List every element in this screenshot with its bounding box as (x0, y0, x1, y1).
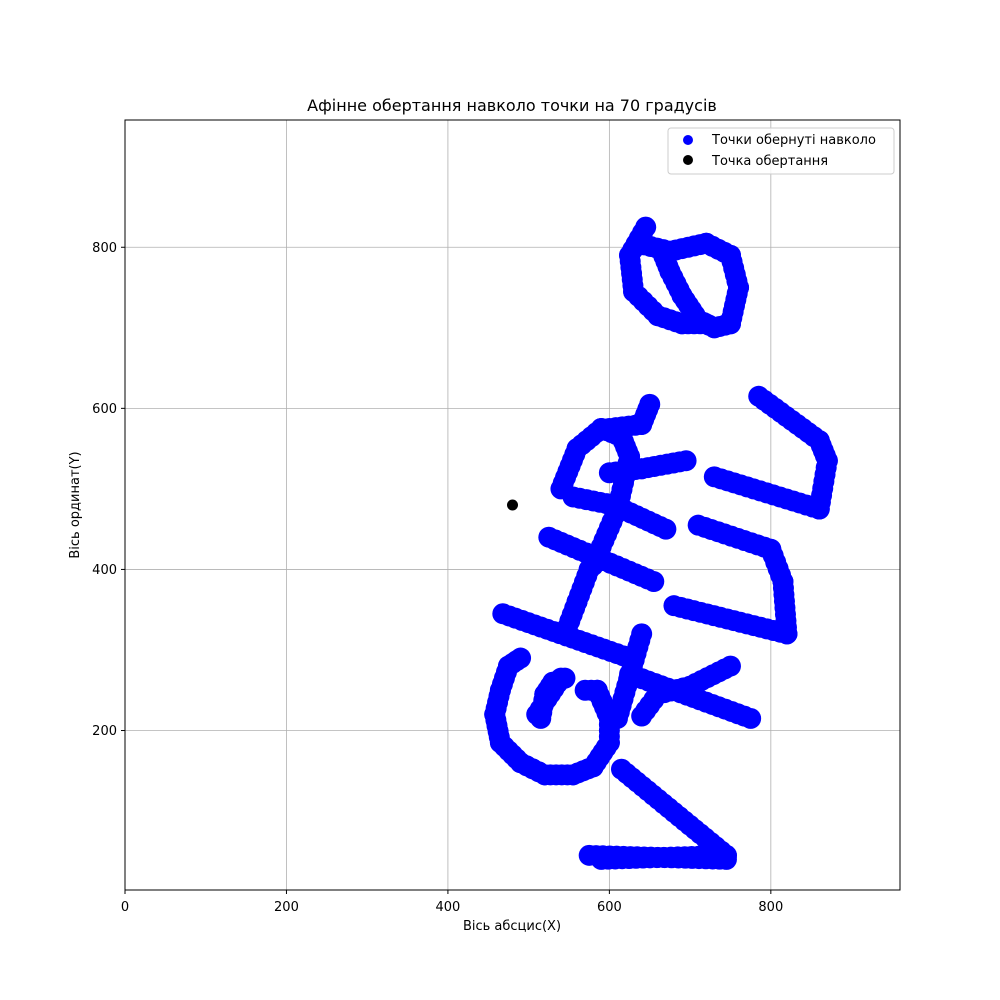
chart-title: Афінне обертання навколо точки на 70 гра… (307, 96, 717, 115)
rotated-point (687, 514, 709, 536)
x-tick-label: 800 (758, 900, 783, 915)
data-points (484, 216, 838, 870)
x-tick-label: 600 (597, 900, 622, 915)
axis-ticks: 0 200 400 600 800 200 400 600 800 (92, 241, 783, 915)
y-tick-label: 400 (92, 563, 117, 578)
rotated-point (675, 450, 697, 472)
x-tick-label: 0 (121, 900, 129, 915)
rotated-point (639, 393, 661, 415)
rotated-point (695, 313, 717, 335)
y-axis-label: Вісь ординат(Y) (68, 451, 83, 558)
rotated-point (715, 848, 737, 870)
rotated-point (643, 571, 665, 593)
rotated-point (655, 518, 677, 540)
rotated-point (582, 554, 604, 576)
x-tick-label: 200 (274, 900, 299, 915)
legend-label-rotated-points: Точки обернуті навколо (711, 133, 876, 148)
rotated-point (740, 707, 762, 729)
legend: Точки обернуті навколо Точка обертання (667, 127, 895, 175)
y-tick-label: 800 (92, 241, 117, 256)
plot-frame (124, 119, 901, 891)
rotated-point (610, 758, 632, 780)
rotated-point (526, 703, 548, 725)
x-axis-label: Вісь абсцис(X) (463, 919, 561, 934)
rotation-point (507, 499, 518, 511)
legend-marker-rotated-points (683, 135, 693, 145)
rotated-point (619, 647, 641, 669)
rotated-point (748, 385, 770, 407)
legend-marker-rotation-point (683, 155, 693, 165)
y-tick-label: 600 (92, 402, 117, 417)
rotated-point (719, 655, 741, 677)
legend-box (667, 127, 895, 175)
legend-label-rotation-point: Точка обертання (711, 154, 828, 169)
x-tick-label: 400 (436, 900, 461, 915)
rotated-point (651, 240, 673, 262)
rotated-point (574, 679, 596, 701)
y-tick-label: 200 (92, 724, 117, 739)
